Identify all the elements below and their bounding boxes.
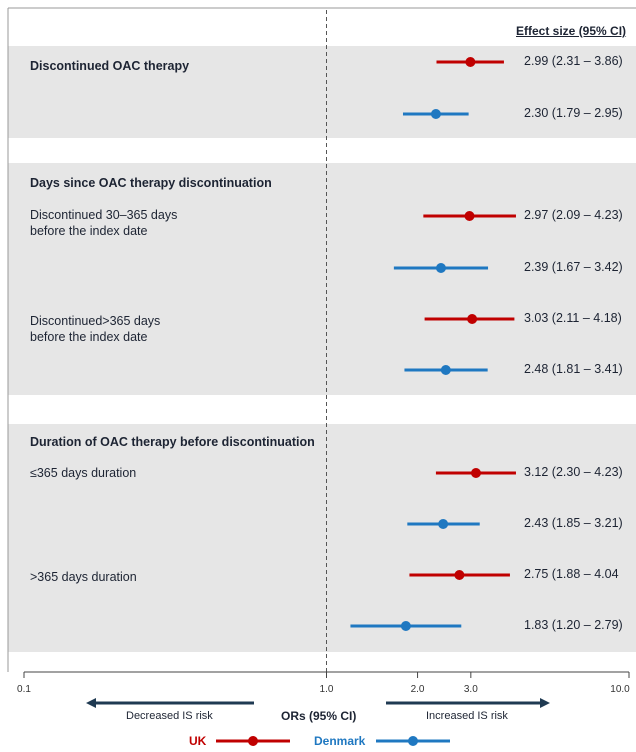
row-label: Discontinued>365 days before the index d…	[30, 314, 161, 344]
decreased-risk-label: Decreased IS risk	[126, 710, 213, 722]
axis-title: ORs (95% CI)	[281, 709, 357, 723]
legend-label-denmark: Denmark	[314, 734, 366, 748]
effect-size-label: 2.30 (1.79 – 2.95)	[524, 106, 623, 120]
or-point	[467, 314, 478, 324]
section-title: Duration of OAC therapy before discontin…	[30, 435, 315, 449]
section-title: Days since OAC therapy discontinuation	[30, 176, 272, 190]
x-tick-label: 10.0	[610, 684, 630, 695]
section-band	[8, 46, 636, 138]
or-point	[470, 468, 481, 478]
x-tick-label: 3.0	[463, 684, 478, 695]
increased-risk-label: Increased IS risk	[426, 710, 508, 722]
or-point	[400, 621, 411, 631]
or-point	[454, 570, 465, 580]
or-point	[464, 211, 475, 221]
effect-size-header: Effect size (95% CI)	[516, 24, 627, 38]
row-label: Discontinued 30–365 days before the inde…	[30, 208, 178, 238]
effect-size-label: 2.43 (1.85 – 3.21)	[524, 516, 623, 530]
effect-size-label: 2.39 (1.67 – 3.42)	[524, 260, 623, 274]
or-point	[430, 109, 441, 119]
x-tick-label: 2.0	[410, 684, 425, 695]
or-point	[435, 263, 446, 273]
row-label: >365 days duration	[30, 570, 137, 584]
effect-size-label: 2.97 (2.09 – 4.23)	[524, 208, 623, 222]
effect-size-label: 2.48 (1.81 – 3.41)	[524, 362, 623, 376]
section-band	[8, 163, 636, 395]
x-tick-label: 0.1	[17, 684, 31, 695]
section-band	[8, 424, 636, 652]
effect-size-label: 3.03 (2.11 – 4.18)	[524, 311, 622, 325]
increased-risk-arrowhead	[540, 698, 550, 708]
section-title: Discontinued OAC therapy	[30, 59, 190, 73]
legend-label-uk: UK	[189, 734, 207, 748]
effect-size-label: 2.75 (1.88 – 4.04	[524, 567, 619, 581]
legend-marker-denmark	[408, 736, 418, 746]
decreased-risk-arrowhead	[86, 698, 96, 708]
or-point	[465, 57, 476, 67]
or-point	[438, 519, 449, 529]
or-point	[440, 365, 451, 375]
effect-size-label: 1.83 (1.20 – 2.79)	[524, 618, 623, 632]
effect-size-label: 2.99 (2.31 – 3.86)	[524, 54, 623, 68]
legend-marker-uk	[248, 736, 258, 746]
x-tick-label: 1.0	[319, 684, 334, 695]
row-label: ≤365 days duration	[30, 466, 137, 480]
effect-size-label: 3.12 (2.30 – 4.23)	[524, 465, 623, 479]
